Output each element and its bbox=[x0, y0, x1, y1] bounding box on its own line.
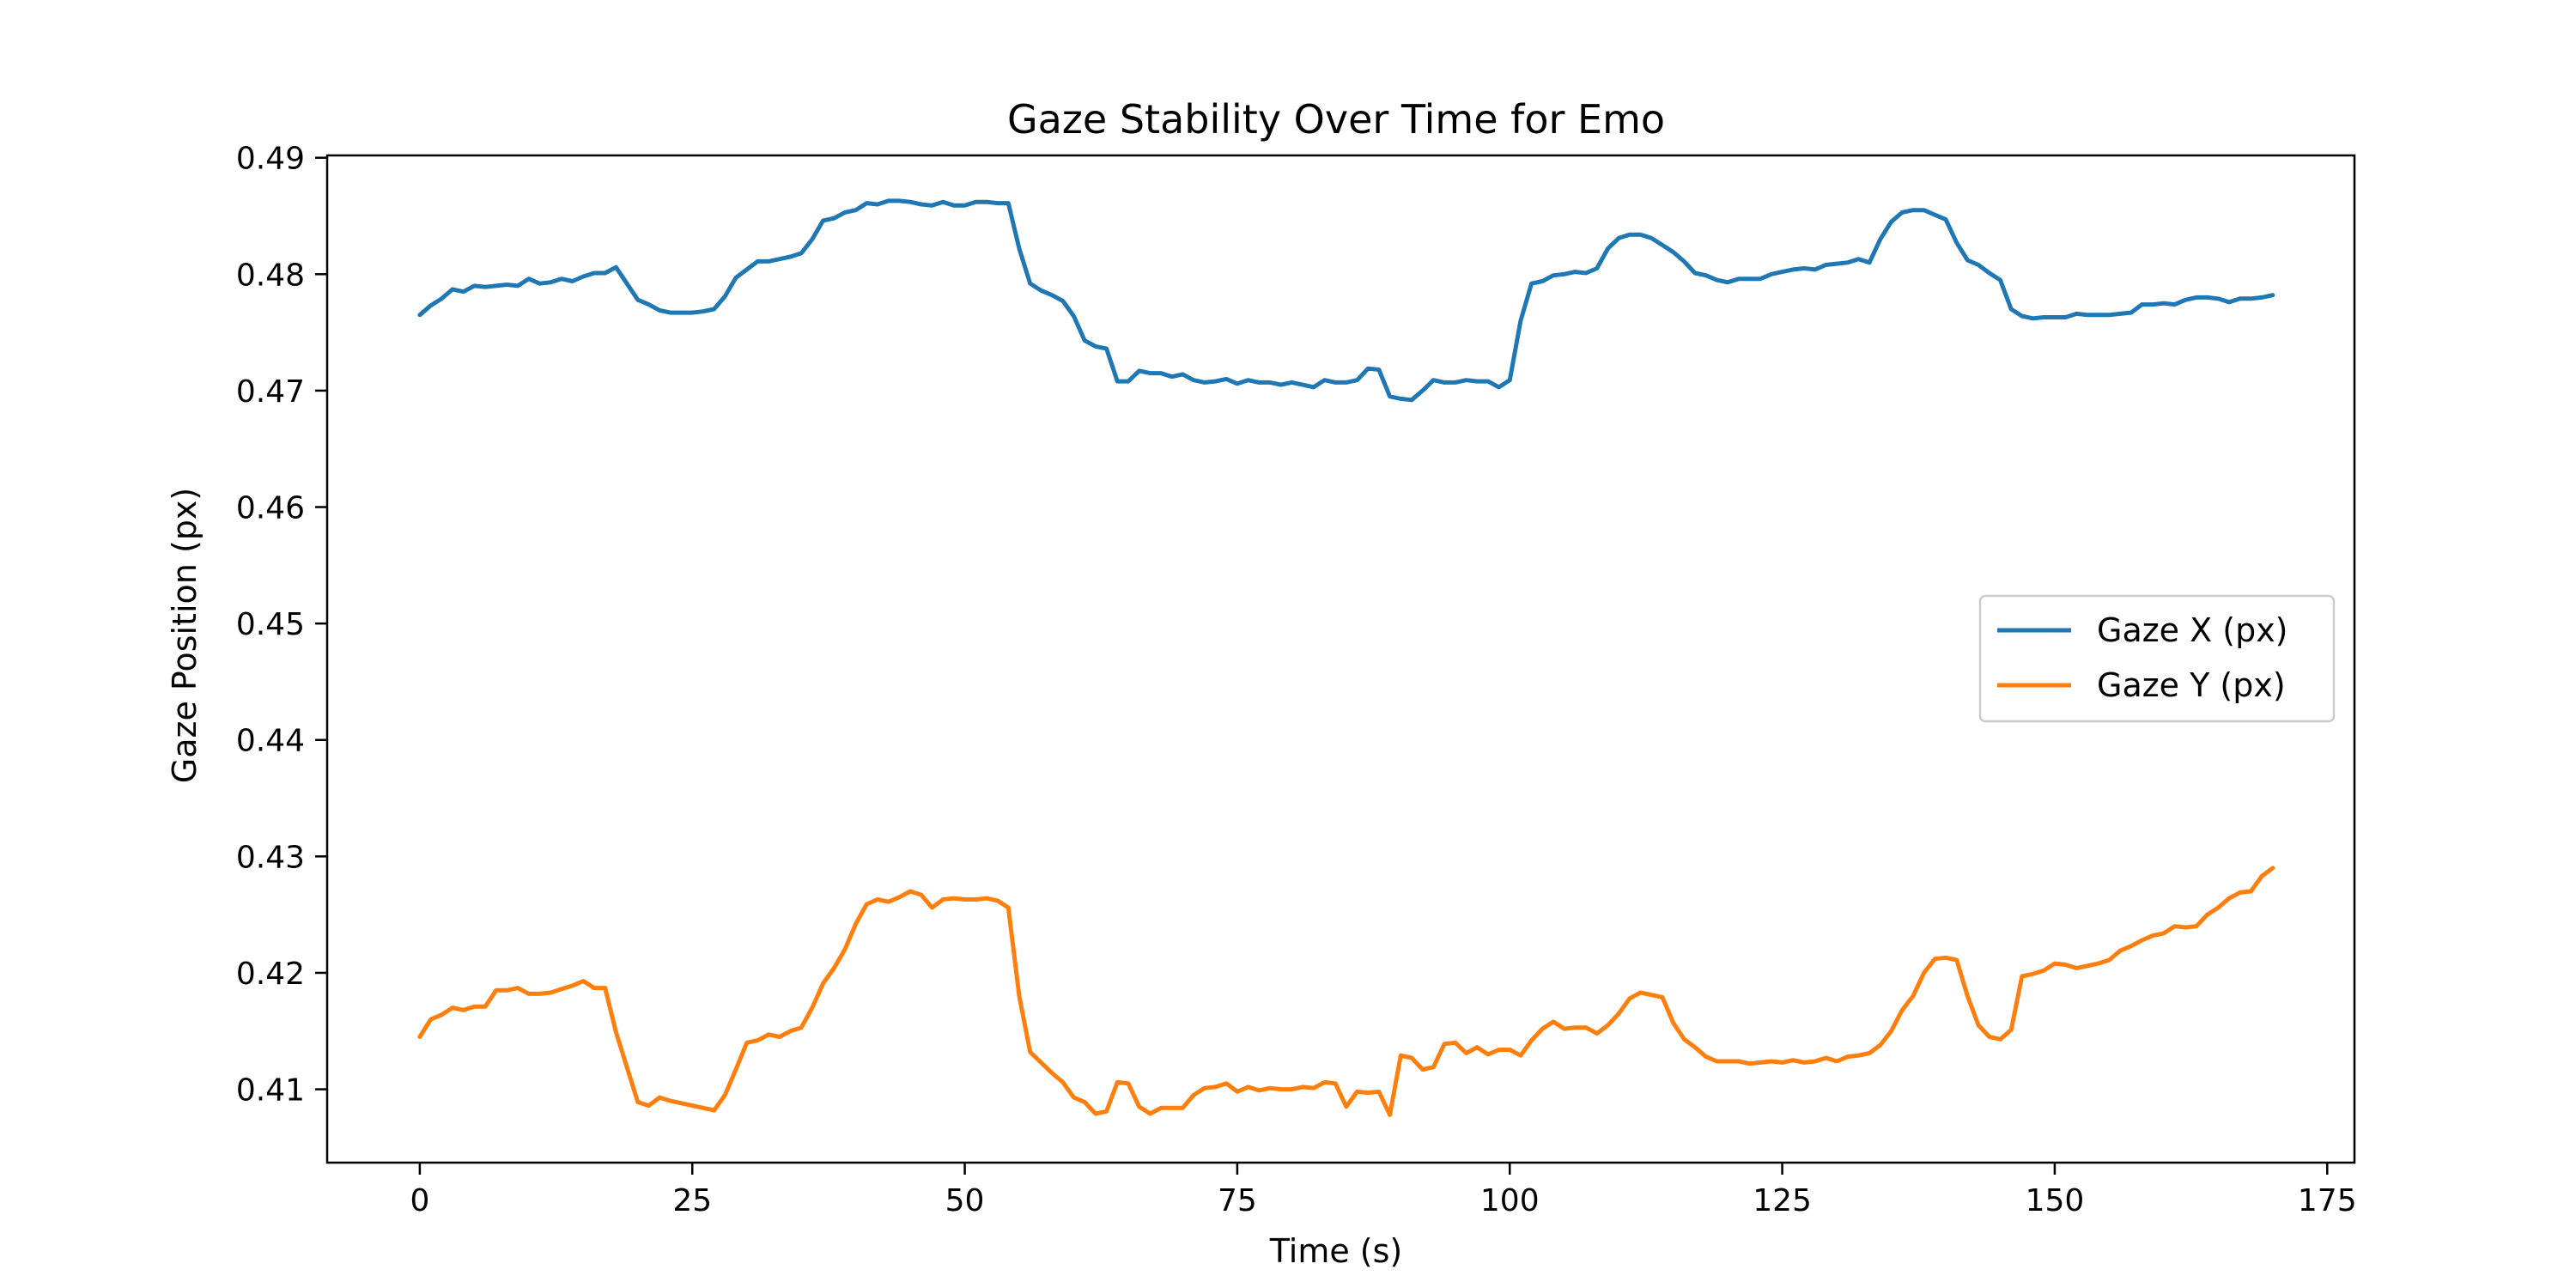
x-tick-label: 50 bbox=[945, 1183, 985, 1218]
series-line-2 bbox=[417, 866, 2275, 1117]
y-tick-label: 0.44 bbox=[236, 724, 305, 759]
x-tick-label: 25 bbox=[672, 1183, 712, 1218]
series-line-1 bbox=[417, 198, 2275, 403]
chart-title: Gaze Stability Over Time for Emo bbox=[1007, 96, 1665, 143]
x-tick-label: 75 bbox=[1218, 1183, 1257, 1218]
x-tick-label: 150 bbox=[2026, 1183, 2085, 1218]
y-tick-label: 0.46 bbox=[236, 491, 305, 526]
x-axis-label: Time (s) bbox=[1269, 1232, 1403, 1270]
x-tick-label: 125 bbox=[1753, 1183, 1812, 1218]
plot-frame bbox=[325, 154, 2356, 1164]
plot-lines bbox=[417, 198, 2275, 1117]
y-tick-label: 0.43 bbox=[236, 840, 305, 875]
y-axis: 0.41 0.42 0.43 0.44 0.45 0.46 0.47 0.48 0.49 bbox=[236, 142, 327, 1109]
y-tick-label: 0.42 bbox=[236, 957, 305, 992]
legend-box bbox=[1978, 594, 2336, 723]
y-tick-label: 0.48 bbox=[236, 258, 305, 293]
x-tick-label: 0 bbox=[410, 1183, 429, 1218]
y-tick-label: 0.47 bbox=[236, 374, 305, 410]
y-tick-label: 0.49 bbox=[236, 142, 305, 177]
y-tick-label: 0.41 bbox=[236, 1073, 305, 1109]
legend-label: Gaze Y (px) bbox=[2097, 666, 2286, 704]
legend: Gaze X (px) Gaze Y (px) bbox=[1978, 594, 2336, 723]
y-axis-label: Gaze Position (px) bbox=[166, 488, 204, 783]
y-tick-label: 0.45 bbox=[236, 607, 305, 642]
x-tick-label: 175 bbox=[2298, 1183, 2357, 1218]
x-axis: 0 25 50 75 100 125 150 175 bbox=[410, 1163, 2357, 1218]
legend-label: Gaze X (px) bbox=[2097, 611, 2288, 649]
x-tick-label: 100 bbox=[1480, 1183, 1540, 1218]
